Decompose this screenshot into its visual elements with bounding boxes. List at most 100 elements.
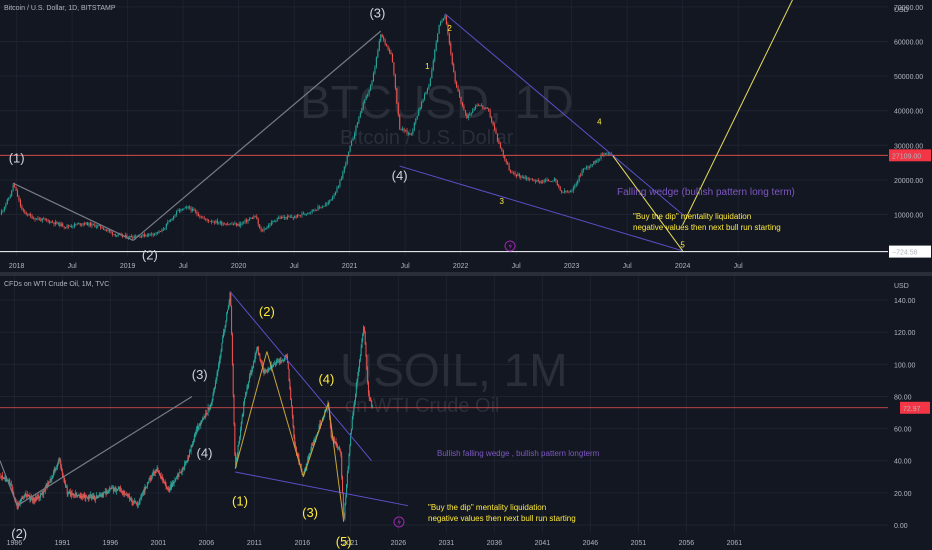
candle-body bbox=[193, 208, 195, 211]
candle-body bbox=[600, 154, 602, 159]
candle-body bbox=[251, 368, 253, 375]
candle-body bbox=[310, 211, 312, 213]
candle-body bbox=[381, 34, 383, 37]
candle-body bbox=[195, 432, 197, 434]
candle-body bbox=[363, 326, 365, 333]
btcusd-chart-pane[interactable]: BTCUSD, 1D Bitcoin / U.S. Dollar 2018 Jul 20… bbox=[0, 0, 932, 272]
candle-body bbox=[155, 232, 157, 234]
candle-body bbox=[260, 358, 262, 363]
candle-body bbox=[137, 504, 139, 506]
candle-body bbox=[158, 471, 160, 474]
candle-body bbox=[10, 483, 12, 485]
candle-body bbox=[248, 382, 250, 387]
candle-body bbox=[351, 140, 353, 146]
candle-body bbox=[60, 223, 62, 226]
candle-body bbox=[78, 223, 80, 225]
candle-body bbox=[31, 497, 33, 501]
usoil-chart-pane[interactable]: USOIL, 1M on WTI Crude Oil 1986 1991 1996 200… bbox=[0, 276, 932, 550]
candle-body bbox=[346, 484, 348, 497]
candle-body bbox=[220, 351, 222, 355]
candle-body bbox=[190, 208, 192, 211]
candle-body bbox=[350, 433, 352, 446]
candle-body bbox=[172, 482, 174, 484]
candle-body bbox=[112, 487, 114, 489]
candle-body bbox=[151, 233, 153, 235]
candle-body bbox=[365, 344, 367, 356]
candle-body bbox=[70, 226, 73, 228]
wave-label: (1) bbox=[232, 494, 248, 509]
candle-body bbox=[365, 95, 367, 100]
candle-body bbox=[333, 439, 335, 441]
candle-body bbox=[458, 91, 461, 97]
candle-body bbox=[142, 234, 144, 236]
candle-body bbox=[363, 326, 365, 333]
candle-body bbox=[464, 110, 466, 114]
wave-label: (2) bbox=[11, 526, 27, 541]
candle-body bbox=[277, 361, 279, 363]
candle-body bbox=[486, 107, 488, 109]
candle-body bbox=[3, 477, 5, 479]
candle-body bbox=[252, 368, 254, 369]
candle-body bbox=[572, 187, 574, 191]
candle-body bbox=[550, 181, 552, 183]
corrective-wave-line bbox=[302, 402, 329, 477]
candle-body bbox=[596, 161, 598, 163]
wave-line bbox=[16, 395, 193, 507]
candle-body bbox=[575, 183, 577, 186]
candle-body bbox=[0, 476, 2, 478]
y-tick-label: 40000.00 bbox=[894, 109, 923, 116]
candle-body bbox=[263, 228, 265, 231]
candle-body bbox=[296, 452, 298, 454]
candle-body bbox=[51, 221, 54, 223]
candle-body bbox=[565, 190, 567, 192]
candle-body bbox=[167, 488, 169, 490]
candle-body bbox=[149, 233, 151, 235]
candle-body bbox=[190, 445, 192, 452]
candle-body bbox=[148, 233, 150, 236]
candle-body bbox=[219, 354, 221, 360]
candle-body bbox=[80, 495, 82, 499]
candle-body bbox=[562, 192, 564, 193]
candle-body bbox=[66, 225, 68, 228]
candle-body bbox=[152, 234, 154, 236]
candle-body bbox=[143, 234, 145, 237]
candle-body bbox=[244, 395, 246, 399]
candle-body bbox=[40, 218, 42, 221]
candle-body bbox=[188, 451, 190, 458]
candle-body bbox=[366, 355, 368, 370]
wave-label: (3) bbox=[369, 5, 385, 20]
candle-body bbox=[358, 368, 360, 373]
candle-body bbox=[6, 199, 8, 205]
candle-body bbox=[265, 370, 267, 372]
candle-body bbox=[44, 219, 46, 221]
candle-body bbox=[377, 50, 379, 58]
y-tick-label: 80.00 bbox=[894, 394, 912, 401]
candle-body bbox=[485, 107, 487, 109]
candle-body bbox=[341, 455, 343, 477]
candle-body bbox=[564, 190, 566, 193]
lightning-icon[interactable] bbox=[393, 516, 405, 528]
candle-body bbox=[342, 171, 344, 179]
x-tick-label: 2020 bbox=[231, 263, 247, 270]
x-tick-label: Jul bbox=[623, 263, 632, 270]
wave-line bbox=[13, 182, 134, 241]
pane-divider[interactable] bbox=[0, 272, 932, 276]
candle-body bbox=[170, 483, 172, 489]
candle-body bbox=[94, 224, 96, 227]
x-tick-label: 2031 bbox=[439, 540, 455, 547]
candle-body bbox=[18, 196, 20, 201]
candle-body bbox=[79, 223, 81, 225]
candle-body bbox=[133, 502, 135, 504]
candle-body bbox=[248, 376, 250, 383]
candle-body bbox=[106, 491, 108, 494]
candle-body bbox=[442, 18, 445, 21]
x-tick-label: 1991 bbox=[55, 540, 71, 547]
candle-body bbox=[342, 476, 344, 493]
candle-body bbox=[9, 479, 11, 484]
candle-body bbox=[552, 181, 554, 183]
lightning-icon[interactable] bbox=[504, 240, 516, 252]
candle-body bbox=[332, 196, 334, 200]
candle-body bbox=[229, 292, 231, 302]
